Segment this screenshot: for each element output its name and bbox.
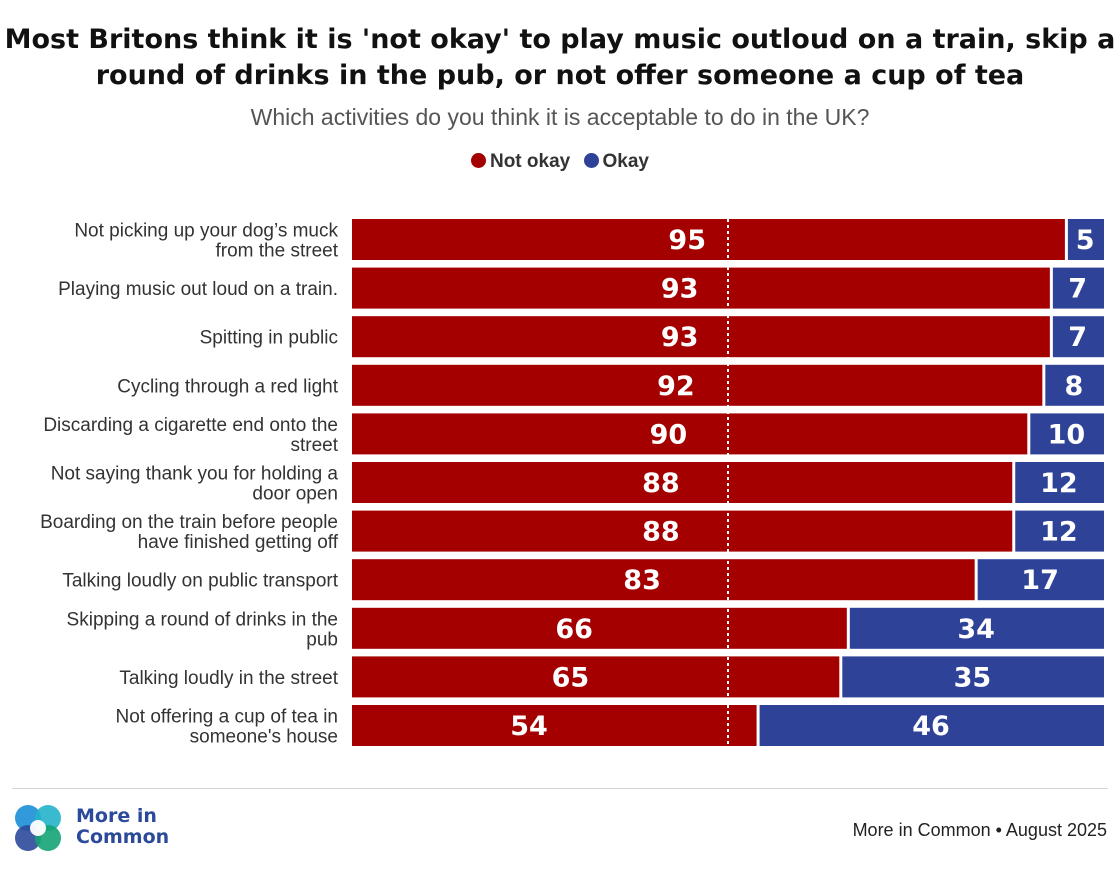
category-label: pub [306,629,338,650]
bar-not-okay [352,510,1013,552]
category-label: Discarding a cigarette end onto the [43,415,338,436]
value-label-okay: 34 [957,614,995,645]
value-label-okay: 7 [1068,274,1087,305]
category-label: Talking loudly on public transport [62,571,338,592]
value-label-okay: 5 [1076,225,1095,256]
bar-okay [1015,462,1104,503]
chart-title-line-1: Most Britons think it is 'not okay' to p… [4,24,1116,55]
bar-not-okay [352,559,975,601]
bar-not-okay [352,364,1043,406]
value-label-not-okay: 95 [668,225,706,256]
bar-okay [849,607,1104,649]
category-label: door open [252,484,338,505]
bar-not-okay [352,607,847,649]
value-label-okay: 35 [954,662,992,693]
category-label: Not offering a cup of tea in [115,707,338,728]
category-label: Playing music out loud on a train. [58,279,338,300]
category-label: Not saying thank you for holding a [51,464,339,485]
bar-okay [759,705,1104,746]
value-label-not-okay: 90 [650,419,688,450]
brand-name: More in Common [76,806,169,848]
value-label-not-okay: 93 [661,274,699,305]
value-label-okay: 10 [1048,419,1086,450]
bar-okay [842,656,1104,698]
value-label-okay: 12 [1040,468,1078,499]
value-label-not-okay: 66 [555,614,593,645]
bar-not-okay [352,219,1065,260]
bar-okay [1015,510,1104,552]
legend: Not okay Okay [0,151,1120,173]
value-label-not-okay: 54 [510,711,548,742]
category-label: have finished getting off [138,532,339,553]
bar-not-okay [352,705,757,746]
chart-title: Most Britons think it is 'not okay' to p… [0,22,1120,94]
value-label-okay: 7 [1068,322,1087,353]
footer-divider [12,788,1108,789]
bar-not-okay [352,316,1050,358]
value-label-not-okay: 83 [623,565,661,596]
category-label: Not picking up your dog’s muck [74,221,338,242]
bar-okay [1052,267,1104,309]
chart-subtitle: Which activities do you think it is acce… [250,104,870,130]
value-label-okay: 8 [1065,371,1084,402]
legend-label-not-okay: Not okay [489,151,571,172]
category-label: from the street [216,241,339,262]
bar-not-okay [352,462,1013,503]
value-label-okay: 46 [912,711,950,742]
category-label: Boarding on the train before people [40,512,338,533]
legend-item-not-okay: Not okay [470,151,571,173]
value-label-not-okay: 93 [661,322,699,353]
category-label: street [290,435,338,456]
category-label: someone's house [190,727,338,748]
value-label-okay: 17 [1021,565,1059,596]
more-in-common-logo-icon [15,805,61,851]
category-label: Cycling through a red light [117,376,338,397]
bar-okay [977,559,1104,601]
legend-label-okay: Okay [602,151,649,172]
value-label-okay: 12 [1040,517,1078,548]
value-label-not-okay: 88 [642,517,680,548]
bar-not-okay [352,413,1028,455]
brand-name-line-2: Common [76,826,170,848]
category-label: Talking loudly in the street [119,668,338,689]
value-label-not-okay: 65 [552,662,590,693]
bar-okay [1067,219,1104,260]
bar-okay [1052,316,1104,358]
bar-not-okay [352,267,1050,309]
brand-name-line-1: More in [76,805,157,827]
category-label: Skipping a round of drinks in the [67,609,338,630]
category-label: Spitting in public [200,328,338,349]
legend-swatch-okay [583,153,599,168]
chart-title-line-2: round of drinks in the pub, or not offer… [95,60,1025,91]
value-label-not-okay: 92 [657,371,695,402]
bar-okay [1045,364,1104,406]
legend-swatch-not-okay [470,153,486,168]
bar-not-okay [352,656,840,698]
value-label-not-okay: 88 [642,468,680,499]
bar-okay [1030,413,1104,455]
source-note: More in Common • August 2025 [852,820,1107,840]
legend-item-okay: Okay [583,151,649,173]
